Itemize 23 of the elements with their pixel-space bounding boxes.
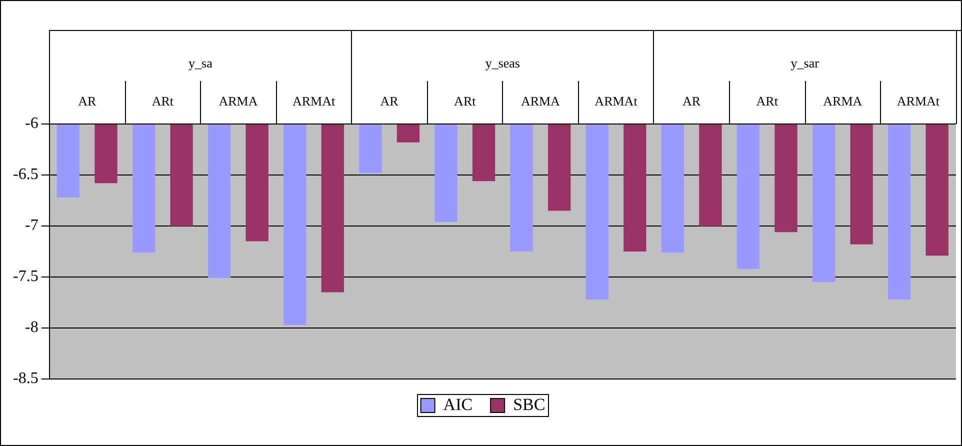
legend-label: AIC [443, 394, 473, 414]
x-tick-label: ARMA [823, 93, 863, 108]
y-tick-label: -6.5 [13, 166, 38, 184]
text: y_seas [485, 55, 520, 70]
x-tick-label: ARt [756, 93, 778, 108]
y-tick-label: -8 [25, 319, 38, 336]
x-tick-label: ARt [152, 93, 174, 108]
x-tick-label: ARt [454, 93, 476, 108]
text: y_sa [188, 55, 213, 70]
y-tick-label: -6 [25, 115, 38, 132]
x-tick-label: ARMAt [292, 93, 336, 108]
y-tick-label: -7 [25, 217, 38, 234]
x-tick-label: ARMAt [896, 93, 940, 108]
text: y_sar [790, 55, 820, 70]
y-tick-label: -8.5 [13, 370, 38, 388]
x-tick-label: AR [78, 93, 96, 108]
x-tick-label: ARMA [218, 93, 258, 108]
x-tick-label: AR [380, 93, 399, 108]
y-tick-label: -7.5 [13, 268, 38, 286]
x-tick-label: AR [682, 93, 701, 108]
x-tick-label: ARMAt [594, 93, 638, 108]
x-tick-label: ARMA [520, 93, 561, 108]
legend-label: SBC [513, 394, 546, 414]
